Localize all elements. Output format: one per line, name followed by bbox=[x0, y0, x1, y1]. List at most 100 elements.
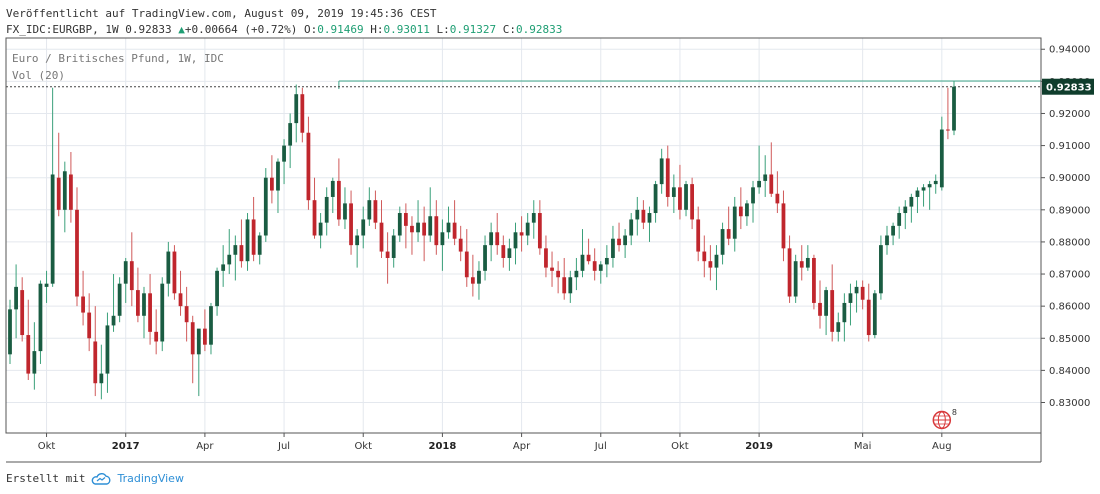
candle bbox=[336, 158, 341, 226]
candle bbox=[586, 238, 591, 265]
candle-body bbox=[343, 203, 347, 220]
candle-body bbox=[671, 187, 676, 197]
candle-body bbox=[117, 283, 122, 316]
candle bbox=[257, 232, 262, 265]
candle-body bbox=[531, 213, 536, 223]
footer: Erstellt mit TradingView bbox=[6, 472, 184, 485]
price-tick-label: 0.88000 bbox=[1049, 237, 1090, 248]
price-tick-label: 0.90000 bbox=[1049, 173, 1090, 184]
event-markers[interactable]: 8 bbox=[932, 408, 957, 430]
candle bbox=[227, 229, 232, 275]
candle-body bbox=[812, 257, 816, 303]
candle-body bbox=[87, 312, 92, 339]
candle-body bbox=[440, 232, 445, 246]
candle bbox=[203, 309, 207, 352]
candle bbox=[531, 200, 536, 239]
candle-body bbox=[14, 286, 18, 310]
candle-body bbox=[483, 245, 487, 271]
event-count: 8 bbox=[952, 408, 957, 417]
axes[interactable]: 0.83000 0.84000 0.85000 0.86000 0.87000 0.880… bbox=[5, 37, 1094, 463]
volume-legend: Vol (20) bbox=[12, 69, 65, 82]
candle-body bbox=[897, 213, 902, 226]
candle bbox=[355, 229, 360, 268]
candle-body bbox=[251, 219, 256, 255]
candle bbox=[318, 213, 323, 249]
candle bbox=[720, 222, 725, 265]
candle bbox=[330, 177, 335, 214]
candle-body bbox=[647, 213, 652, 223]
candle bbox=[349, 190, 353, 255]
candle-body bbox=[190, 322, 195, 355]
price-tick-label: 0.87000 bbox=[1049, 270, 1090, 281]
candle-body bbox=[866, 299, 871, 336]
candle-body bbox=[81, 296, 85, 313]
candle bbox=[507, 238, 512, 271]
chart-header: Veröffentlicht auf TradingView.com, Augu… bbox=[6, 6, 562, 38]
candle bbox=[483, 235, 487, 281]
candle bbox=[373, 190, 378, 230]
candle-body bbox=[939, 129, 944, 188]
candle bbox=[209, 302, 213, 355]
candle-body bbox=[738, 206, 743, 217]
candle bbox=[361, 206, 366, 249]
candle bbox=[136, 267, 140, 323]
candle bbox=[537, 200, 542, 255]
candle bbox=[793, 254, 798, 303]
candle bbox=[105, 312, 110, 393]
candle bbox=[860, 280, 865, 310]
time-tick-label: Okt bbox=[38, 441, 56, 452]
candle bbox=[410, 216, 414, 255]
candle-body bbox=[312, 200, 317, 236]
candle bbox=[604, 245, 609, 278]
candle bbox=[269, 155, 274, 204]
candle bbox=[215, 267, 219, 316]
candle bbox=[751, 180, 755, 223]
candle bbox=[81, 270, 85, 326]
candle bbox=[617, 222, 621, 252]
candle-body bbox=[696, 219, 701, 252]
candle bbox=[190, 315, 195, 384]
price-tag-bg bbox=[1042, 78, 1094, 95]
candle-body bbox=[946, 129, 950, 131]
candles bbox=[8, 81, 956, 400]
candle bbox=[574, 257, 579, 291]
candle-body bbox=[300, 94, 305, 133]
candle bbox=[885, 225, 889, 255]
price-tick-label: 0.94000 bbox=[1049, 45, 1090, 56]
earnings-globe-icon[interactable]: 8 bbox=[932, 408, 957, 430]
low-label: L: bbox=[436, 23, 450, 36]
candle bbox=[763, 155, 768, 197]
candle-body bbox=[891, 225, 895, 236]
candle bbox=[434, 200, 439, 255]
time-tick-label: 2019 bbox=[745, 441, 773, 452]
candle bbox=[294, 84, 299, 143]
candle-body bbox=[330, 180, 335, 197]
candle-body bbox=[684, 184, 688, 210]
candle-body bbox=[824, 290, 828, 316]
candle bbox=[446, 206, 451, 239]
candle bbox=[300, 87, 305, 143]
made-with-label: Erstellt mit bbox=[6, 472, 86, 485]
candle-body bbox=[714, 254, 719, 268]
candle bbox=[50, 87, 55, 287]
candle bbox=[251, 196, 256, 262]
candle-body bbox=[501, 245, 506, 258]
candle-body bbox=[933, 180, 938, 185]
price-chart[interactable]: 0.83000 0.84000 0.85000 0.86000 0.87000 0.880… bbox=[0, 0, 1100, 470]
candle bbox=[635, 196, 640, 236]
candle-body bbox=[580, 254, 585, 271]
candle bbox=[239, 219, 244, 268]
tradingview-brand[interactable]: TradingView bbox=[117, 472, 184, 485]
change-arrow-icon: ▲ bbox=[178, 23, 185, 36]
high-label: H: bbox=[370, 23, 384, 36]
candle-body bbox=[99, 373, 104, 384]
candle bbox=[696, 206, 701, 262]
time-tick-label: Okt bbox=[671, 441, 689, 452]
candle-body bbox=[805, 257, 810, 268]
candle bbox=[142, 286, 146, 339]
candle-body bbox=[574, 270, 579, 278]
candle bbox=[580, 229, 585, 278]
candle bbox=[659, 148, 664, 194]
candle-body bbox=[452, 222, 457, 239]
candle bbox=[379, 200, 384, 258]
